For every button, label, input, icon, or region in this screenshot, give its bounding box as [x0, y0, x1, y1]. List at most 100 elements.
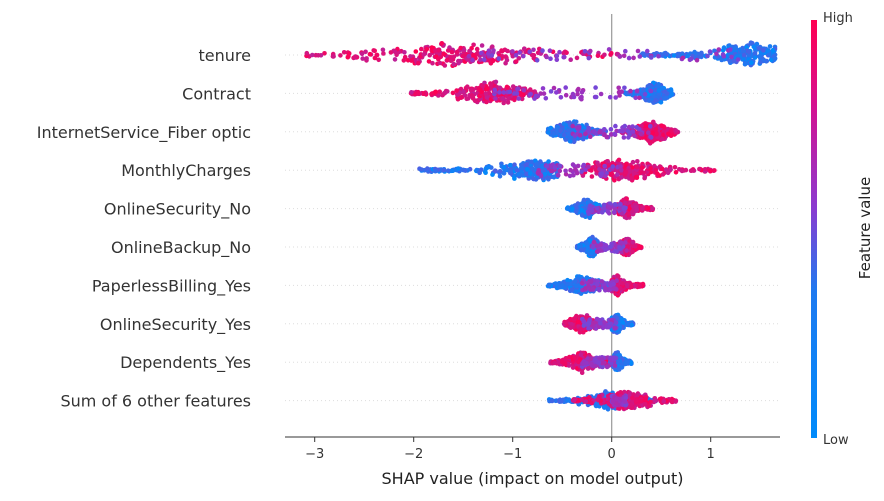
- shap-point: [603, 247, 608, 252]
- shap-point: [498, 169, 503, 174]
- shap-point: [572, 317, 577, 322]
- shap-point: [508, 169, 513, 174]
- shap-point: [673, 165, 678, 170]
- shap-point: [433, 169, 438, 174]
- shap-point: [443, 63, 448, 68]
- shap-point: [654, 168, 659, 173]
- shap-point: [477, 170, 482, 175]
- shap-point: [628, 89, 633, 94]
- shap-point: [316, 53, 321, 58]
- shap-point: [440, 41, 445, 46]
- shap-point: [483, 91, 488, 96]
- shap-point: [491, 58, 496, 63]
- shap-point: [733, 45, 738, 50]
- shap-point: [522, 88, 527, 93]
- shap-point: [651, 206, 656, 211]
- shap-point: [578, 96, 583, 101]
- shap-point: [579, 248, 584, 253]
- shap-point: [541, 86, 546, 91]
- shap-point: [580, 90, 585, 95]
- shap-point: [573, 279, 578, 284]
- shap-point: [626, 129, 631, 134]
- shap-point: [559, 95, 564, 100]
- shap-point: [580, 213, 585, 218]
- shap-point: [427, 53, 432, 58]
- shap-point: [638, 54, 643, 59]
- shap-point: [595, 249, 600, 254]
- shap-point: [568, 57, 573, 62]
- shap-point: [562, 55, 567, 60]
- shap-point: [647, 98, 652, 103]
- shap-point: [548, 56, 553, 61]
- shap-point: [471, 53, 476, 58]
- shap-point: [640, 206, 645, 211]
- shap-point: [590, 209, 595, 214]
- shap-point: [588, 49, 593, 54]
- shap-point: [536, 170, 541, 175]
- shap-point: [371, 48, 376, 53]
- shap-point: [684, 168, 689, 173]
- shap-point: [502, 165, 507, 170]
- shap-point: [626, 135, 631, 140]
- shap-point: [469, 88, 474, 93]
- shap-point: [374, 53, 379, 58]
- shap-point: [462, 48, 467, 53]
- shap-point: [505, 58, 510, 63]
- shap-point: [611, 282, 616, 287]
- shap-point: [590, 251, 595, 256]
- shap-point: [492, 88, 497, 93]
- shap-point: [705, 54, 710, 59]
- shap-point: [485, 86, 490, 91]
- shap-point: [305, 51, 310, 56]
- shap-point: [648, 124, 653, 129]
- shap-point: [749, 40, 754, 45]
- shap-point: [672, 53, 677, 58]
- shap-point: [666, 132, 671, 137]
- shap-point: [489, 82, 494, 87]
- shap-point: [553, 165, 558, 170]
- shap-point: [433, 48, 438, 53]
- shap-point: [595, 206, 600, 211]
- shap-point: [554, 90, 559, 95]
- shap-point: [562, 121, 567, 126]
- shap-point: [456, 59, 461, 64]
- shap-point: [500, 49, 505, 54]
- shap-point: [622, 54, 627, 59]
- shap-point: [573, 133, 578, 138]
- shap-point: [602, 203, 607, 208]
- shap-point: [665, 91, 670, 96]
- shap-point: [440, 93, 445, 98]
- shap-point: [568, 325, 573, 330]
- shap-point: [634, 125, 639, 130]
- shap-point: [580, 281, 585, 286]
- shap-point: [645, 49, 650, 54]
- shap-point: [635, 165, 640, 170]
- shap-point: [430, 61, 435, 66]
- shap-point: [600, 279, 605, 284]
- shap-point: [583, 286, 588, 291]
- shap-point: [452, 54, 457, 59]
- shap-point: [749, 60, 754, 65]
- shap-point: [613, 326, 618, 331]
- shap-point: [592, 129, 597, 134]
- shap-point: [689, 57, 694, 62]
- shap-point: [623, 49, 628, 54]
- shap-point: [441, 51, 446, 56]
- shap-point: [568, 139, 573, 144]
- shap-point: [393, 57, 398, 62]
- shap-point: [436, 57, 441, 62]
- shap-point: [657, 88, 662, 93]
- shap-point: [528, 92, 533, 97]
- shap-point: [560, 283, 565, 288]
- shap-point: [568, 168, 573, 173]
- shap-point: [564, 50, 569, 55]
- shap-point: [597, 130, 602, 135]
- shap-point: [546, 130, 551, 135]
- shap-point: [528, 171, 533, 176]
- shap-point: [564, 93, 569, 98]
- shap-point: [586, 165, 591, 170]
- shap-point: [459, 95, 464, 100]
- shap-point: [574, 284, 579, 289]
- shap-point: [473, 99, 478, 104]
- shap-point: [588, 203, 593, 208]
